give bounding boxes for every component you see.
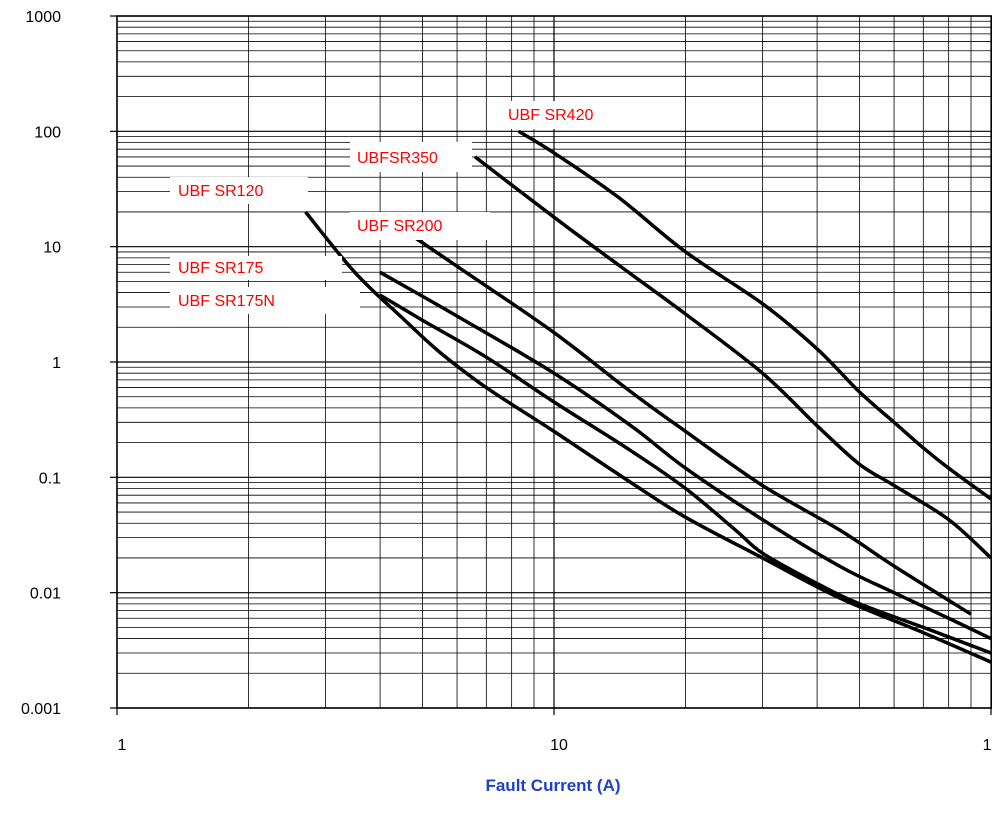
y-tick-label: 1 <box>52 355 61 372</box>
series-line-ubf-sr120 <box>304 210 992 664</box>
series-label-ubf-sr420-bg <box>500 101 670 129</box>
series-line-ubf-sr200 <box>413 236 972 616</box>
series-label-ubf-sr175: UBF SR175 <box>178 260 263 277</box>
x-tick-labels: 1 10 100 <box>118 737 992 754</box>
series-line-ubf-sr175 <box>379 270 992 641</box>
y-tick-marks <box>110 15 117 709</box>
series-label-ubf-sr120: UBF SR120 <box>178 183 263 200</box>
series-label-ubfsr350: UBFSR350 <box>357 150 438 167</box>
y-tick-label: 0.001 <box>21 701 61 718</box>
y-tick-label: 10 <box>43 240 61 257</box>
series-lines <box>304 129 992 664</box>
series-label-ubfsr350-bg <box>350 142 472 172</box>
x-tick-label: 1 <box>118 737 127 754</box>
series-label-ubf-sr420: UBF SR420 <box>508 107 593 124</box>
y-tick-labels: 0.001 0.01 0.1 1 10 100 1000 <box>21 9 61 718</box>
y-tick-label: 0.01 <box>30 586 61 603</box>
series-label-ubf-sr200-bg <box>350 212 490 240</box>
x-tick-label: 100 <box>983 737 992 754</box>
series-label-ubf-sr120-bg <box>170 177 308 204</box>
x-axis-label: Fault Current (A) <box>485 776 620 795</box>
series-label-ubf-sr175n-bg <box>170 287 360 314</box>
y-tick-label: 1000 <box>25 9 61 26</box>
y-tick-label: 100 <box>34 124 61 141</box>
series-label-ubf-sr175-bg <box>170 256 342 280</box>
series-line-ubfsr350 <box>474 155 992 560</box>
y-tick-label: 0.1 <box>39 470 61 487</box>
series-label-ubf-sr175n: UBF SR175N <box>178 293 275 310</box>
series-label-ubf-sr200: UBF SR200 <box>357 218 442 235</box>
series-line-ubf-sr175n <box>379 293 992 655</box>
series-labels: UBF SR420 UBFSR350 UBF SR120 UBF SR200 UBF S… <box>170 101 670 314</box>
x-tick-label: 10 <box>550 737 568 754</box>
series-line-ubf-sr420 <box>517 129 992 501</box>
x-tick-marks <box>116 708 992 715</box>
